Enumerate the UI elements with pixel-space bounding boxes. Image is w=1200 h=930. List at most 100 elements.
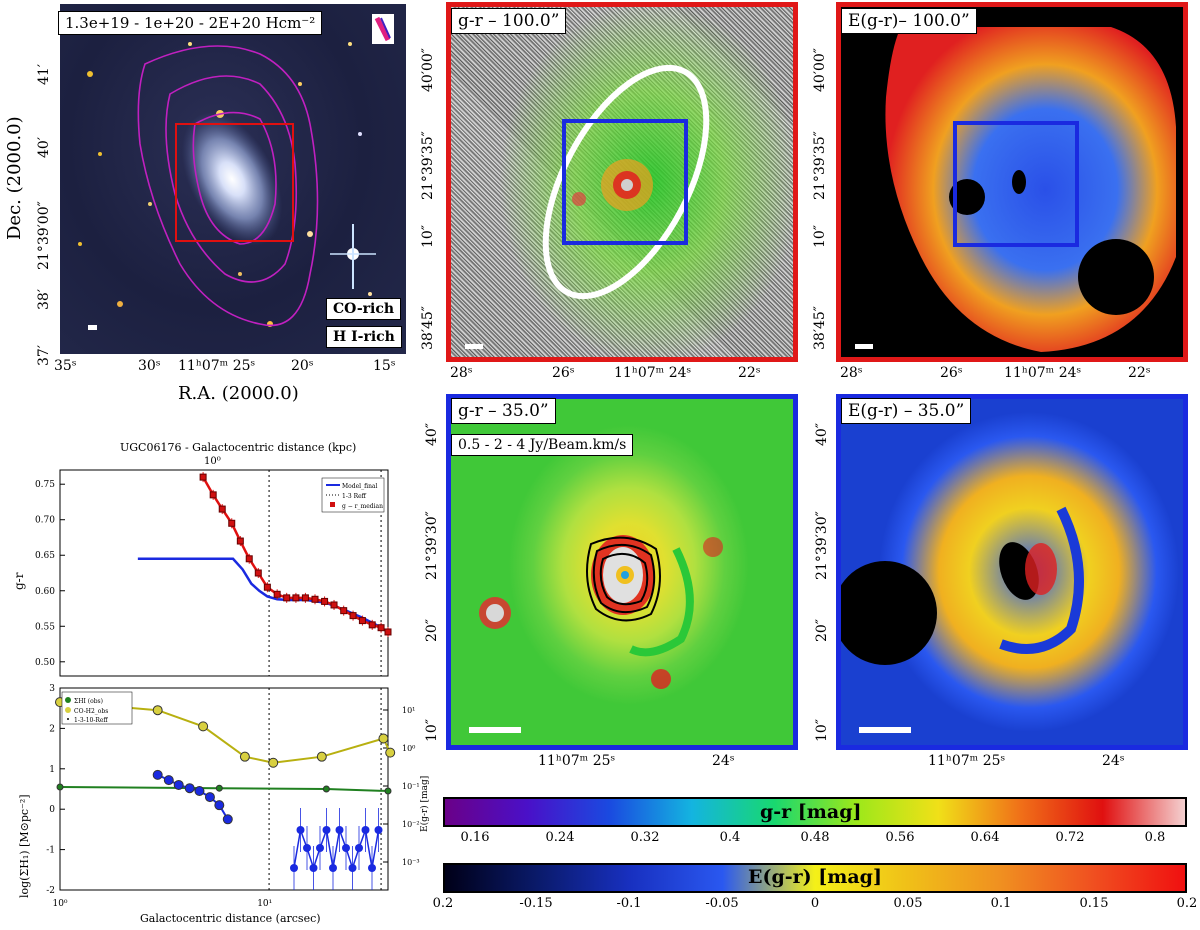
series-point	[194, 786, 205, 797]
plot-top-top-tick: 10⁰	[204, 456, 221, 467]
series-point	[152, 705, 163, 716]
panel-d-label2: 0.5 - 2 - 4 Jy/Beam.km/s	[451, 434, 634, 456]
panel-b-xtick: 26ˢ	[552, 365, 575, 381]
series-point	[239, 751, 250, 762]
panel-c-xtick: 28ˢ	[840, 365, 863, 381]
gr-point	[311, 595, 319, 603]
plot-bottom-ytick-right: 10⁰	[402, 744, 415, 753]
colorbar-tick: 0.56	[885, 830, 915, 845]
panel-a-xlabel: R.A. (2000.0)	[178, 383, 299, 404]
gr-100-panel	[446, 2, 798, 362]
series-point	[152, 769, 163, 780]
panel-b-xtick: 22ˢ	[738, 365, 761, 381]
colorbar-tick: -0.1	[616, 896, 642, 911]
colorbar-tick: -0.05	[705, 896, 739, 911]
series-point	[378, 733, 389, 744]
panel-e-ytick: 40″	[814, 422, 830, 446]
star-field	[78, 42, 372, 327]
scale-bar	[465, 344, 483, 349]
gr-point	[283, 594, 291, 602]
plot-bottom-xtick: 10¹	[257, 899, 272, 909]
masked-star	[1078, 239, 1154, 315]
hi-rich-legend: H I-rich	[326, 326, 402, 348]
panel-c-ytick: 38′45″	[812, 305, 828, 350]
panel-c-xtick: 26ˢ	[940, 365, 963, 381]
plot-top-ytick: 0.65	[35, 551, 55, 561]
gr-100-svg	[465, 64, 710, 349]
zoom-box	[562, 119, 688, 245]
masked-star	[949, 179, 985, 215]
plot-top-ytick: 0.70	[35, 516, 55, 526]
panel-c-ytick: 10″	[812, 224, 828, 248]
panel-c-ytick: 40′00″	[812, 47, 828, 92]
gr-point	[228, 519, 236, 527]
optical-image-panel	[60, 4, 406, 354]
panel-b-xtick: 28ˢ	[450, 365, 473, 381]
colorbar-tick: 0.05	[893, 896, 923, 911]
masked-core	[1012, 170, 1026, 194]
panel-b-xtick: 11ʰ07ᵐ 24ˢ	[614, 365, 692, 381]
panel-d-label: g-r – 35.0”	[451, 398, 556, 424]
beam-icon	[372, 14, 394, 44]
panel-d-xtick: 24ˢ	[712, 753, 735, 769]
colorbar-tick: 0.72	[1055, 830, 1085, 845]
colorbar-tick: 0.4	[719, 830, 741, 845]
gr-point	[254, 569, 262, 577]
gr-point	[349, 612, 357, 620]
ellipse-aperture	[542, 64, 710, 300]
egr-100-panel	[836, 2, 1188, 362]
panel-a-label: 1.3e+19 - 1e+20 - 2E+20 Hcm⁻²	[58, 11, 323, 35]
panel-a-xtick: 15ˢ	[373, 358, 396, 374]
egr-tail	[290, 808, 383, 890]
panel-d-xtick: 11ʰ07ᵐ 25ˢ	[538, 753, 616, 769]
model-line	[137, 557, 389, 634]
gr-point	[263, 583, 271, 591]
egr-100-svg	[855, 27, 1176, 352]
series-point	[316, 751, 327, 762]
gr-point	[301, 594, 309, 602]
colorbar-egr	[443, 863, 1187, 893]
plot-bottom-legend: ΣHI (obs) CO-H2_obs 1-3-10-Reff	[61, 691, 133, 725]
panel-c-xtick: 22ˢ	[1128, 365, 1151, 381]
plot-bottom-ytick: 3	[49, 684, 55, 694]
series-point	[204, 792, 215, 803]
colorbar-tick: 0.48	[800, 830, 830, 845]
gr-35-svg	[469, 535, 723, 733]
co-rich-legend: CO-rich	[326, 298, 402, 320]
panel-a-xtick: 20ˢ	[291, 358, 314, 374]
panel-e-ytick: 10″	[814, 718, 830, 742]
series-point	[184, 783, 195, 794]
plot-bottom-ytick: 1	[49, 765, 55, 775]
gr-point	[273, 590, 281, 598]
gr-point	[368, 621, 376, 629]
scale-bar	[469, 727, 521, 733]
series-point	[385, 747, 396, 758]
panel-e-ytick: 20″	[814, 618, 830, 642]
plot-bottom-ytick-right: 10⁻³	[402, 858, 420, 867]
panel-c-xtick: 11ʰ07ᵐ 24ˢ	[1004, 365, 1082, 381]
panel-a-xtick: 30ˢ	[138, 358, 161, 374]
panel-c-label: E(g-r)– 100.0”	[841, 8, 977, 34]
series-point	[214, 800, 225, 811]
gr-point	[330, 601, 338, 609]
colorbar-tick: -0.15	[519, 896, 553, 911]
gr-point	[292, 594, 300, 602]
plot-bottom-ytick: 0	[49, 805, 55, 815]
series-line	[59, 701, 392, 764]
series-point	[173, 779, 184, 790]
bright-star	[330, 224, 376, 289]
colorbar-gr-label: g-r [mag]	[760, 801, 862, 823]
plot-top-ytick: 0.75	[35, 480, 55, 490]
panel-b-label: g-r – 100.0”	[451, 8, 567, 34]
plot-top-legend: Model_final 1-3 Reff g − r_median	[321, 477, 385, 513]
zoom-box	[953, 121, 1079, 247]
optical-image-svg	[78, 14, 394, 330]
colorbar-tick: 0.64	[970, 830, 1000, 845]
panel-a-xtick: 11ʰ07ᵐ 25ˢ	[178, 358, 256, 374]
color-features	[479, 535, 723, 689]
legend-entry: g − r_median	[342, 503, 383, 510]
blue-arm	[999, 506, 1084, 654]
plot-top-ytick: 0.60	[35, 587, 55, 597]
gr-point	[199, 473, 207, 481]
series-point	[215, 784, 223, 792]
